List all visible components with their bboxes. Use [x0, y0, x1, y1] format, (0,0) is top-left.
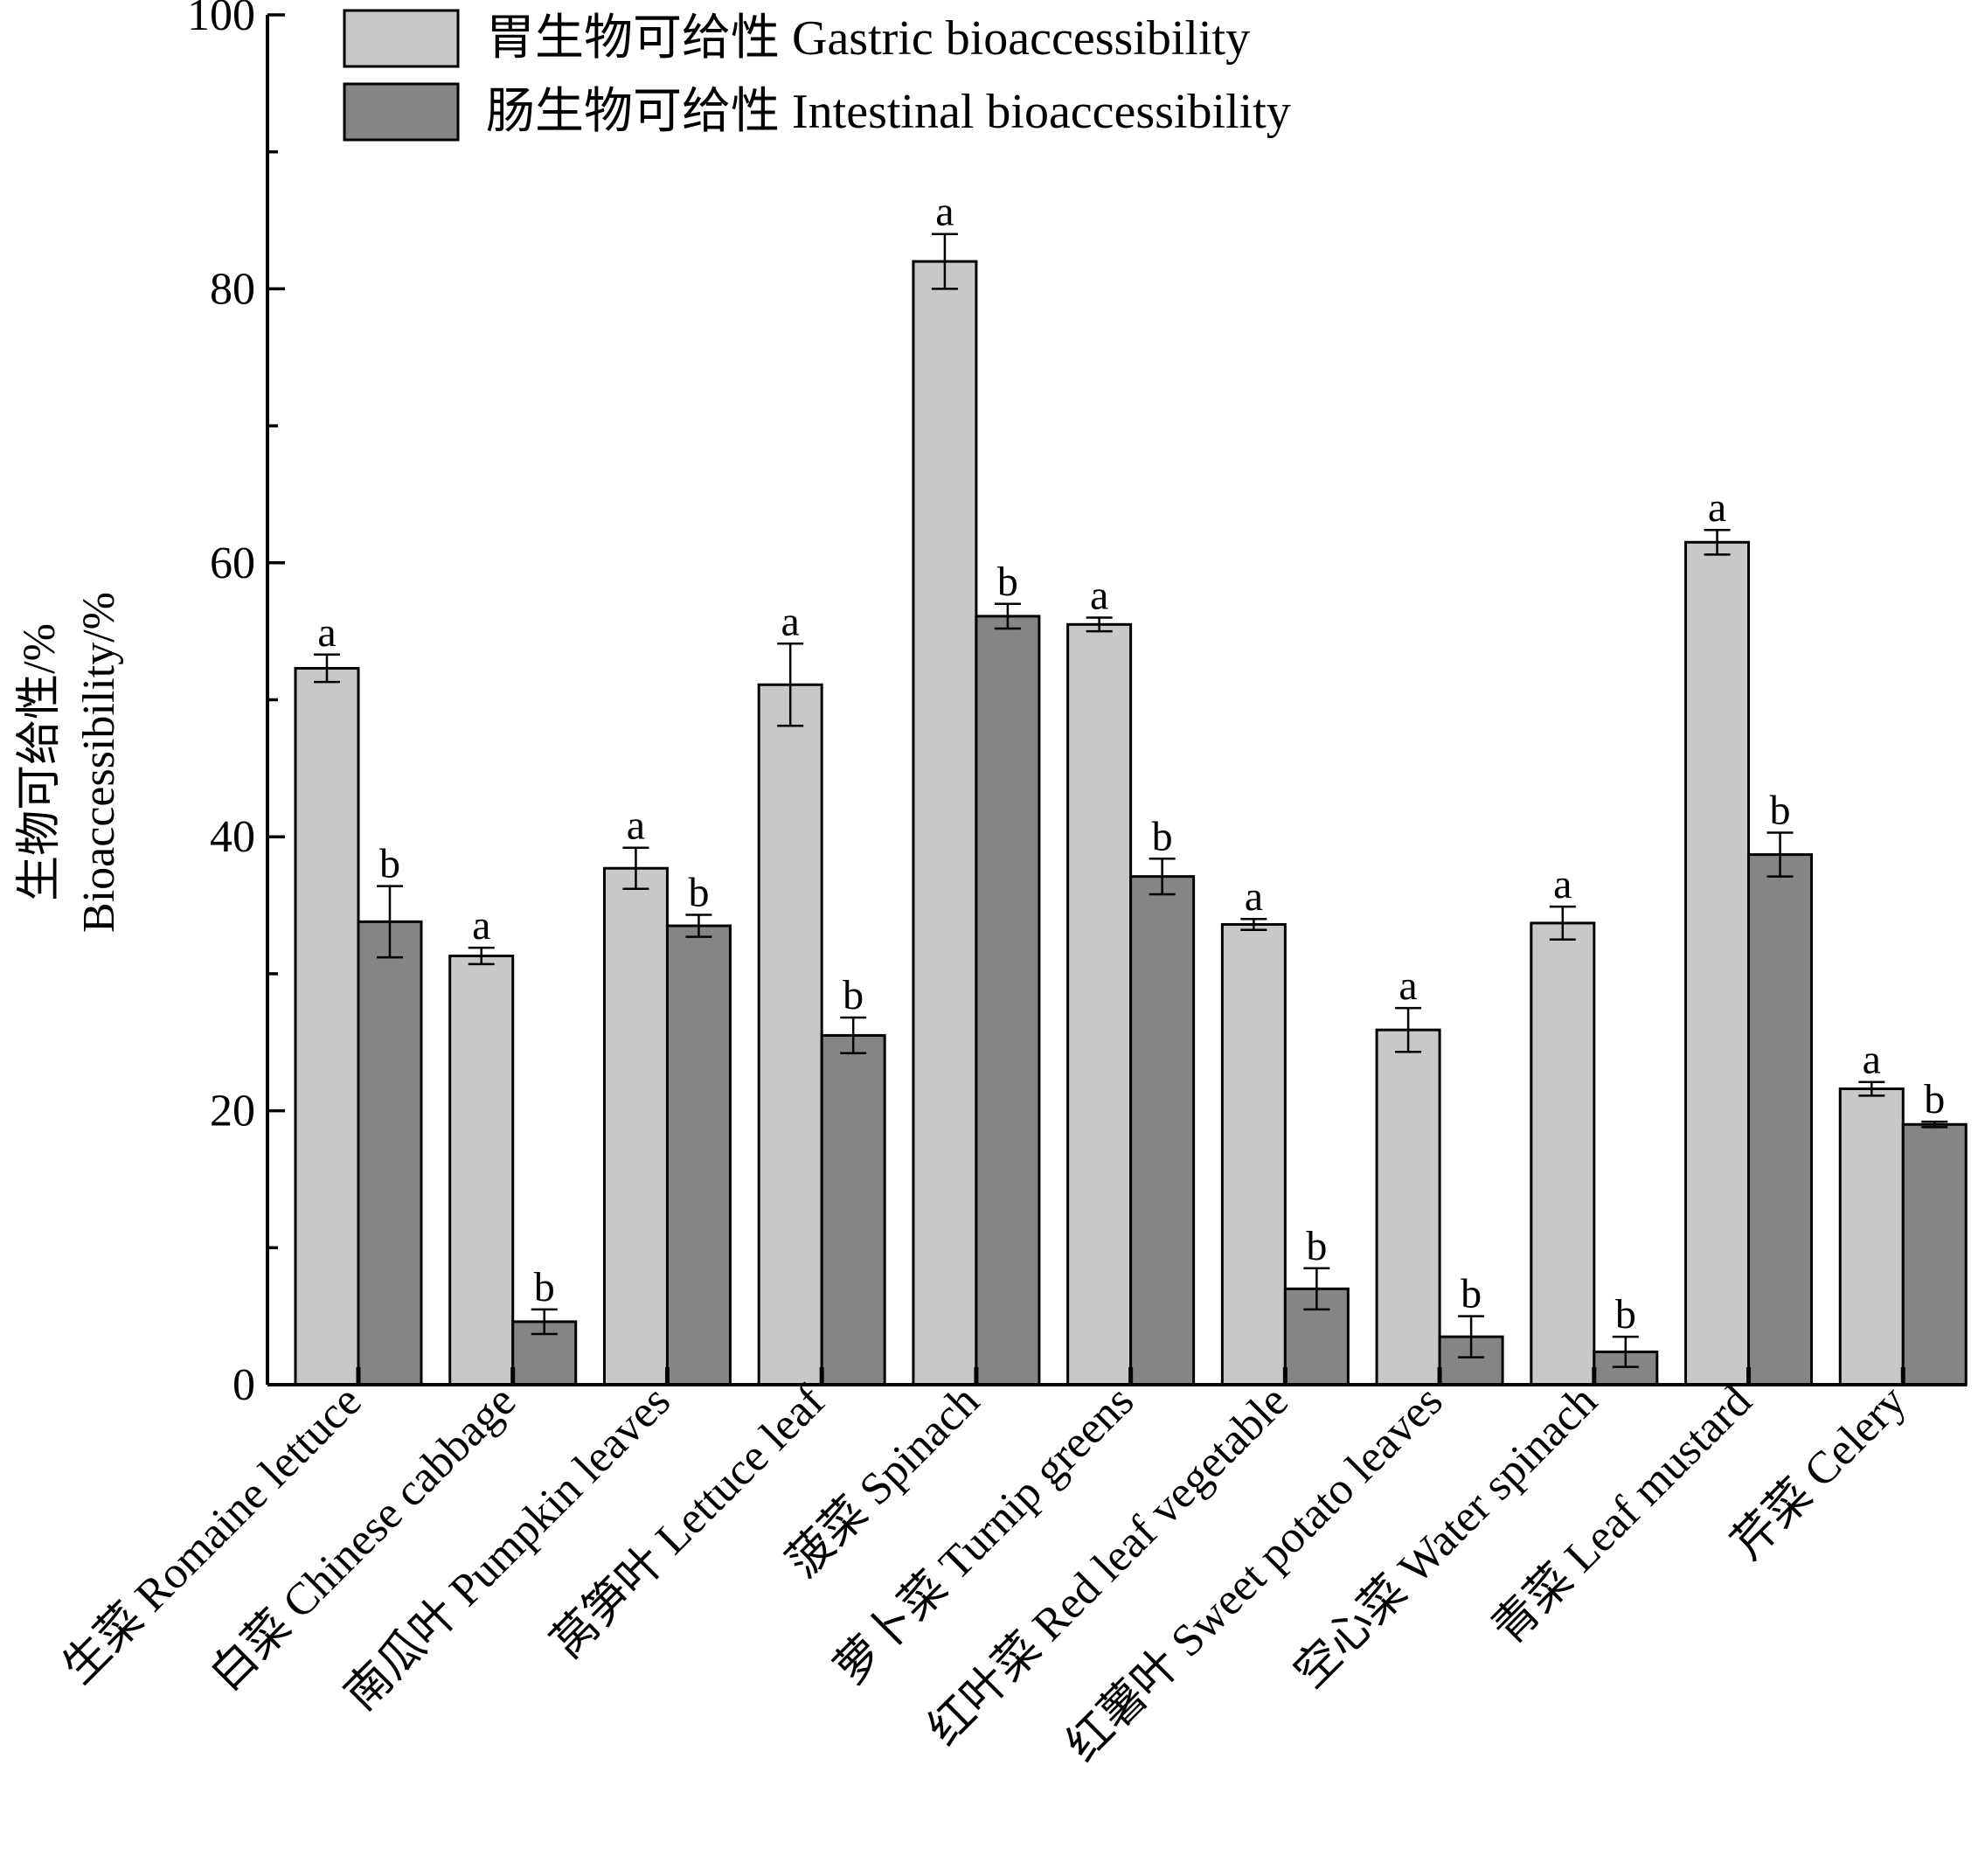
error-bar — [1549, 905, 1576, 941]
significance-label: a — [472, 902, 490, 948]
bar-gastric-9 — [1684, 540, 1751, 1386]
error-bar — [931, 233, 958, 290]
bar-gastric-2 — [602, 866, 669, 1386]
bar-gastric-5 — [1066, 622, 1133, 1386]
significance-label: a — [935, 189, 954, 235]
category-label: 莴笋叶 Lettuce leaf — [542, 1376, 835, 1669]
axes-layer — [266, 13, 1967, 1386]
bar-gastric-7 — [1375, 1028, 1441, 1386]
error-bar — [1149, 858, 1176, 896]
bar-intestinal-2 — [665, 924, 732, 1386]
significance-label: b — [534, 1264, 555, 1310]
significance-label: a — [1708, 484, 1726, 531]
bar-intestinal-5 — [1129, 875, 1196, 1386]
y-tick-label: 100 — [187, 0, 255, 40]
category-label: 空心菜 Water spinach — [1285, 1376, 1607, 1698]
error-bar — [994, 602, 1021, 630]
y-axis-label-en: Bioaccessibility/% — [74, 592, 124, 933]
significance-label: b — [997, 559, 1018, 605]
error-bar — [1240, 917, 1267, 932]
significance-label: b — [1770, 787, 1791, 833]
error-bar — [1086, 616, 1113, 633]
significance-label: a — [317, 609, 336, 656]
error-bar — [1921, 1120, 1948, 1129]
y-axis-label-cn: 生物可给性/% — [15, 623, 65, 901]
significance-label: a — [1399, 962, 1417, 1009]
category-label: 生菜 Romaine lettuce — [54, 1376, 371, 1693]
bar-intestinal-0 — [357, 920, 423, 1386]
significance-label: a — [781, 598, 800, 644]
bar-gastric-3 — [757, 683, 823, 1386]
significance-label: b — [843, 972, 864, 1018]
legend-swatch-intestinal — [343, 82, 460, 142]
y-axis-title: 生物可给性/% Bioaccessibility/% — [15, 592, 124, 933]
significance-label: a — [1090, 572, 1108, 618]
bar-gastric-6 — [1220, 922, 1287, 1386]
significance-label: a — [1245, 873, 1263, 920]
y-tick-label: 60 — [210, 538, 255, 588]
tick-labels: 0 20 40 60 80 100 — [187, 0, 255, 1410]
bar-intestinal-10 — [1901, 1122, 1968, 1386]
bar-intestinal-9 — [1747, 853, 1814, 1386]
bar-intestinal-3 — [820, 1033, 886, 1386]
bar-intestinal-4 — [975, 615, 1041, 1386]
significance-label: b — [1152, 813, 1173, 859]
y-tick-label: 0 — [233, 1360, 255, 1410]
significance-label: a — [1863, 1037, 1881, 1083]
bar-gastric-8 — [1530, 921, 1596, 1386]
significance-label: b — [1924, 1076, 1945, 1122]
error-bar — [777, 643, 804, 727]
legend: 胃生物可给性 Gastric bioaccessibility 肠生物可给性 In… — [343, 9, 1291, 142]
error-bar — [1612, 1335, 1639, 1368]
error-bar — [468, 946, 495, 966]
significance-label: b — [1306, 1223, 1327, 1269]
legend-label-gastric: 胃生物可给性 Gastric bioaccessibility — [486, 11, 1250, 66]
category-label: 萝卜菜 Turnip greens — [825, 1376, 1143, 1694]
error-bar — [685, 914, 712, 938]
significance-label: b — [688, 870, 709, 916]
bar-gastric-0 — [294, 666, 360, 1386]
error-bar — [1766, 831, 1794, 878]
y-tick-label: 80 — [210, 264, 255, 314]
bar-gastric-1 — [448, 955, 515, 1386]
error-bar — [1704, 528, 1731, 556]
legend-swatch-gastric — [343, 9, 460, 68]
error-bar — [531, 1308, 558, 1336]
significance-label: a — [627, 803, 645, 849]
error-bar — [314, 653, 340, 684]
error-bar — [377, 885, 403, 959]
bar-gastric-10 — [1838, 1087, 1905, 1386]
error-bar — [1303, 1267, 1330, 1311]
significance-label: a — [1553, 861, 1572, 907]
error-bar — [840, 1016, 867, 1055]
significance-label: b — [1615, 1291, 1636, 1338]
error-bar — [1858, 1080, 1885, 1097]
category-label: 青菜 Leaf mustard — [1483, 1376, 1761, 1654]
y-tick-label: 40 — [210, 812, 255, 862]
error-bar — [1458, 1315, 1485, 1358]
error-bar — [1395, 1006, 1422, 1053]
error-bar — [622, 846, 649, 890]
bar-gastric-4 — [912, 260, 978, 1386]
significance-label: b — [1461, 1271, 1482, 1317]
y-tick-label: 20 — [210, 1087, 255, 1136]
legend-label-intestinal: 肠生物可给性 Intestinal bioaccessibility — [486, 85, 1291, 139]
category-label: 白菜 Chinese cabbage — [201, 1376, 525, 1700]
significance-label: b — [379, 841, 400, 887]
